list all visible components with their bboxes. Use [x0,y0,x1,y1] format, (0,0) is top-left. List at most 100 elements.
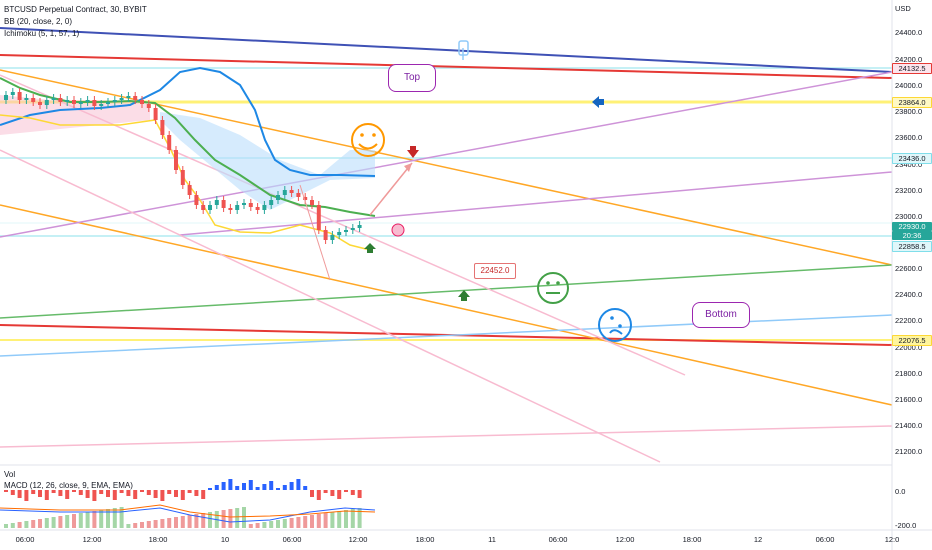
candle-body [344,230,348,232]
macd-legend[interactable]: MACD (12, 26, close, 9, EMA, EMA) [4,481,133,490]
macd-histogram-bar [262,484,267,490]
purple-trend-line-1[interactable] [0,71,893,238]
macd-histogram-bar [126,490,131,496]
ichimoku-legend[interactable]: Ichimoku (5, 1, 57, 1) [4,29,80,38]
volume-bar [72,514,76,528]
volume-bar [10,523,15,528]
macd-histogram-bar [167,490,172,494]
time-label: 12:00 [615,535,635,544]
current-price-tag[interactable]: 22930.0 [892,222,932,231]
macd-histogram-bar [99,490,104,494]
macd-histogram-bar [269,481,274,490]
red-down-arrow-icon[interactable] [407,146,419,158]
volume-bar [282,519,287,528]
macd-histogram-bar [282,485,287,490]
candle-body [337,232,342,235]
green-up-arrow-icon-2[interactable] [458,290,470,301]
candle-body [65,100,70,102]
candle-body [140,100,144,104]
candle-body [92,100,97,106]
candle-body [153,108,158,120]
green-up-arrow-icon[interactable] [364,243,376,253]
macd-histogram-bar [221,482,226,490]
volume-bar [303,516,308,528]
hand-pointer-icon[interactable] [458,40,469,60]
macd-histogram-bar [248,480,253,490]
purple-trend-line-2[interactable] [179,171,893,236]
macd-histogram-bar [112,490,117,500]
candle-body [330,235,335,240]
red-trend-line-top[interactable] [0,54,893,79]
volume-bar [4,524,8,528]
candle-body [174,150,178,170]
macd-histogram-bar [78,490,83,495]
price-label: 24400.0 [895,28,923,37]
macd-histogram-bar [255,487,260,490]
candle-body [78,102,83,104]
green-trend-line[interactable] [0,264,893,319]
volume-bar [126,524,131,528]
candle-body [187,185,192,195]
bottom-yellow-price-tag[interactable]: 22076.5 [892,335,932,346]
volume-bar [78,513,83,528]
macd-histogram-bar [160,490,165,501]
ichimoku-cloud-bearish [0,95,150,135]
candle-body [160,120,165,135]
yellow-line-price-tag[interactable]: 23864.0 [892,97,932,108]
macd-histogram-bar [357,490,362,498]
top-callout[interactable]: Top [388,64,436,92]
pink-trend-line-2[interactable] [0,149,661,463]
candle-body [44,100,49,105]
macd-histogram-bar [17,490,22,498]
sad-face-icon[interactable] [598,308,632,342]
volume-bar [208,512,212,528]
symbol-legend[interactable]: BTCUSD Perpetual Contract, 30, BYBIT [4,5,147,14]
candle-body [38,102,42,105]
macd-histogram-bar [10,490,15,495]
cyan-line-price-tag[interactable]: 23436.0 [892,153,932,164]
projection-arrow-up[interactable] [369,162,413,216]
macd-histogram-bar [344,490,348,492]
candle-body [31,98,36,102]
volume-bar [337,511,342,528]
volume-bar [221,510,226,528]
macd-histogram-bar [201,490,206,499]
blue-line-price-tag[interactable]: 22858.5 [892,241,932,252]
volume-bar [31,520,36,528]
volume-bar [106,509,110,528]
volume-bar [262,522,267,528]
price-label: 23400.0 [895,160,923,169]
candle-body [350,228,355,230]
yellow-lower-line [0,114,371,251]
macd-histogram-bar [337,490,342,499]
time-label: 11 [488,535,496,544]
pig-icon[interactable] [391,223,405,237]
bottom-callout[interactable]: Bottom [692,302,750,328]
candle-body [10,92,15,95]
time-label: 06:00 [282,535,302,544]
volume-bar [310,515,314,528]
candle-body [126,96,131,98]
candle-body [106,102,110,104]
bb-legend[interactable]: BB (20, close, 2, 0) [4,17,73,26]
candle-body [310,200,314,205]
orange-trend-line-2[interactable] [0,204,893,406]
red-line-price-tag[interactable]: 24132.5 [892,63,932,74]
vol-legend[interactable]: Vol [4,470,16,479]
macd-histogram-bar [153,490,158,498]
navy-trend-line[interactable] [0,27,893,73]
macd-histogram-bar [146,490,151,495]
candle-body [214,200,219,205]
macd-histogram-bar [228,479,233,490]
candle-body [208,205,212,210]
candle-body [316,205,321,230]
price-note-callout[interactable]: 22452.0 [474,263,516,279]
pink-trend-line-bottom[interactable] [0,425,893,448]
neutral-face-icon[interactable] [537,272,569,304]
volume-bar [112,508,117,528]
macd-histogram-bar [133,490,138,499]
happy-face-icon[interactable] [351,123,385,157]
blue-left-arrow-icon[interactable] [592,96,604,108]
